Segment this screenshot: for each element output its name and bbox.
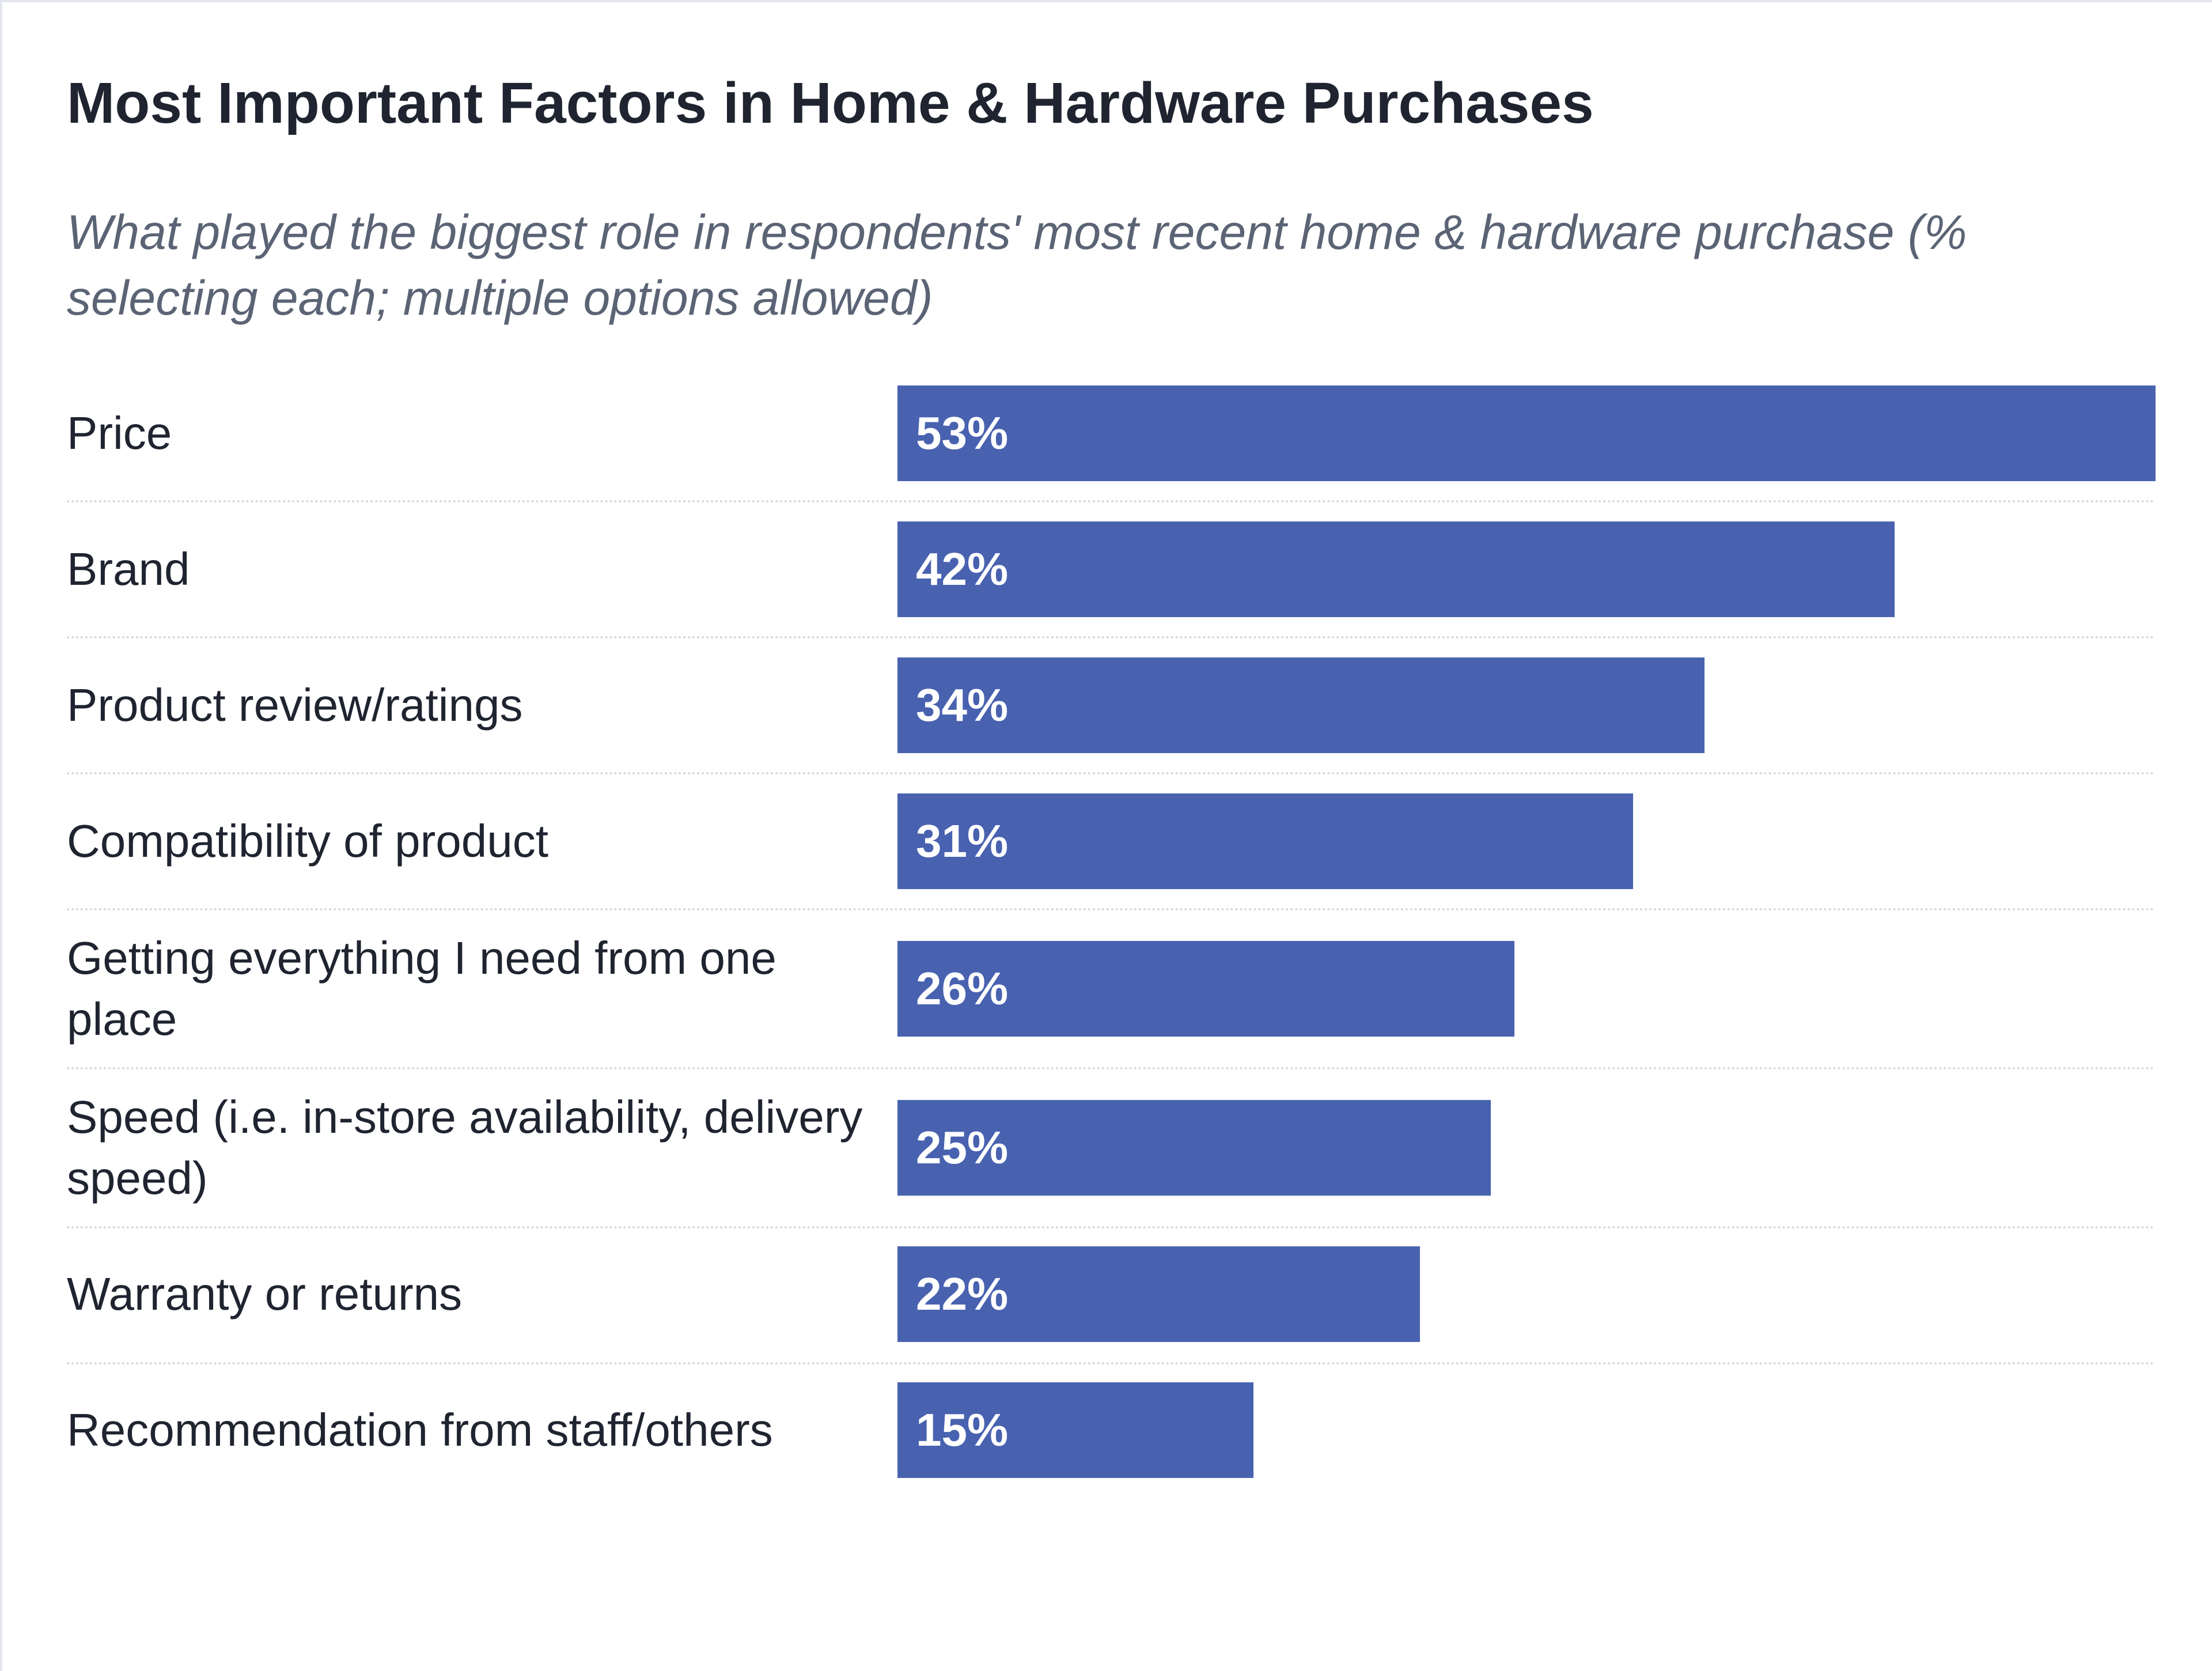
bar: 42% [897,521,1895,617]
category-label: Brand [67,543,190,595]
row-divider [67,1067,2156,1069]
bar-value-label: 22% [916,1268,1009,1320]
category-label: Price [67,407,172,459]
category-label: Recommendation from staff/others [67,1404,773,1455]
bar: 31% [897,793,1633,889]
row-divider [67,500,2156,502]
bar-chart: Price 53% Brand 42% Product review/ratings 34… [67,378,2156,1502]
bar: 22% [897,1246,1420,1342]
bar-value-label: 34% [916,679,1009,731]
category-label: Compatibility of product [67,815,548,867]
chart-subtitle: What played the biggest role in responde… [67,205,1967,325]
category-label: Product review/ratings [67,679,523,731]
bar-value-label: 25% [916,1122,1009,1173]
row-divider [67,908,2156,910]
bar-value-label: 15% [916,1404,1009,1455]
category-label: Warranty or returns [67,1268,463,1320]
row-divider [67,1226,2156,1228]
category-label: Speed (i.e. in-store availability, deliv… [67,1091,863,1204]
bar: 15% [897,1382,1253,1478]
bar: 26% [897,941,1514,1037]
row-divider [67,772,2156,774]
row-divider [67,636,2156,638]
row-divider [67,1362,2156,1364]
bar: 53% [897,385,2156,481]
bar-value-label: 53% [916,407,1009,459]
bar-value-label: 31% [916,815,1009,867]
chart-title: Most Important Factors in Home & Hardwar… [67,71,1594,135]
category-label: Getting everything I need from one place [67,932,777,1045]
bar: 34% [897,657,1705,753]
bar-value-label: 26% [916,963,1009,1014]
bar: 25% [897,1100,1491,1196]
bar-value-label: 42% [916,543,1009,595]
